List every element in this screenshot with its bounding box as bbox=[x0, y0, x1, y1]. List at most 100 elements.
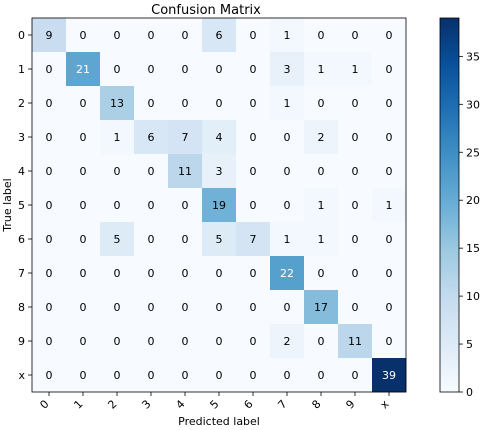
heatmap-cell-0-0 bbox=[32, 18, 67, 53]
heatmap-cell-8-3 bbox=[134, 290, 169, 325]
cell-value-3-7: 0 bbox=[284, 131, 291, 144]
heatmap-cell-7-6 bbox=[236, 256, 271, 291]
cell-value-0-9: 0 bbox=[352, 29, 359, 42]
colorbar-tick-label: 10 bbox=[466, 290, 480, 303]
cell-value-10-8: 0 bbox=[318, 369, 325, 382]
heatmap-cell-0-7 bbox=[270, 18, 305, 53]
heatmap-cell-10-6 bbox=[236, 358, 271, 393]
cell-value-7-0: 0 bbox=[46, 267, 53, 280]
cell-value-10-3: 0 bbox=[148, 369, 155, 382]
heatmap-cell-0-9 bbox=[338, 18, 373, 53]
cell-value-9-5: 0 bbox=[216, 335, 223, 348]
cell-value-9-2: 0 bbox=[114, 335, 121, 348]
cell-value-7-3: 0 bbox=[148, 267, 155, 280]
x-tick-label: 0 bbox=[37, 397, 51, 411]
heatmap-cell-3-0 bbox=[32, 120, 67, 155]
cell-value-10-7: 0 bbox=[284, 369, 291, 382]
colorbar bbox=[439, 17, 460, 393]
heatmap-cell-9-8 bbox=[304, 324, 339, 359]
cell-value-8-6: 0 bbox=[250, 301, 257, 314]
cell-value-9-4: 0 bbox=[182, 335, 189, 348]
cell-value-7-10: 0 bbox=[386, 267, 393, 280]
heatmap-cell-7-9 bbox=[338, 256, 373, 291]
heatmap-cell-9-9 bbox=[338, 324, 373, 359]
heatmap-cell-7-0 bbox=[32, 256, 67, 291]
cell-value-8-5: 0 bbox=[216, 301, 223, 314]
heatmap-cell-4-2 bbox=[100, 154, 135, 189]
cell-value-9-9: 11 bbox=[348, 335, 362, 348]
heatmap-cell-5-4 bbox=[168, 188, 203, 223]
heatmap-cell-5-10 bbox=[372, 188, 407, 223]
cell-value-0-7: 1 bbox=[284, 29, 291, 42]
cell-value-0-0: 9 bbox=[46, 29, 53, 42]
heatmap-cell-5-0 bbox=[32, 188, 67, 223]
heatmap-cell-9-2 bbox=[100, 324, 135, 359]
cell-value-2-0: 0 bbox=[46, 97, 53, 110]
cell-value-5-0: 0 bbox=[46, 199, 53, 212]
x-tick-label: 4 bbox=[173, 397, 187, 411]
x-tick-label: x bbox=[378, 397, 392, 411]
heatmap-cell-1-3 bbox=[134, 52, 169, 87]
cell-value-4-10: 0 bbox=[386, 165, 393, 178]
x-axis-ticks: 0 1 2 3 4 5 6 7 8 9 x bbox=[37, 392, 392, 412]
heatmap-cell-2-0 bbox=[32, 86, 67, 121]
cell-value-5-8: 1 bbox=[318, 199, 325, 212]
x-tick-label: 8 bbox=[309, 397, 323, 411]
cell-value-6-5: 5 bbox=[216, 233, 223, 246]
cell-value-0-3: 0 bbox=[148, 29, 155, 42]
y-tick-label: 6 bbox=[18, 233, 25, 246]
heatmap-cell-3-8 bbox=[304, 120, 339, 155]
heatmap-cell-6-5 bbox=[202, 222, 237, 257]
cell-value-5-3: 0 bbox=[148, 199, 155, 212]
cell-value-0-10: 0 bbox=[386, 29, 393, 42]
cell-value-5-9: 0 bbox=[352, 199, 359, 212]
cell-value-6-4: 0 bbox=[182, 233, 189, 246]
cell-value-7-1: 0 bbox=[80, 267, 87, 280]
x-tick-label: 7 bbox=[275, 397, 289, 411]
heatmap-cell-8-8 bbox=[304, 290, 339, 325]
cell-value-4-8: 0 bbox=[318, 165, 325, 178]
cell-value-1-0: 0 bbox=[46, 63, 53, 76]
heatmap-cell-3-2 bbox=[100, 120, 135, 155]
chart-title: Confusion Matrix bbox=[151, 3, 261, 18]
cell-value-3-4: 7 bbox=[182, 131, 189, 144]
heatmap-cell-4-1 bbox=[66, 154, 101, 189]
heatmap-cell-1-1 bbox=[66, 52, 101, 87]
y-tick-label: 2 bbox=[18, 97, 25, 110]
heatmap-cell-6-6 bbox=[236, 222, 271, 257]
cell-value-6-7: 1 bbox=[284, 233, 291, 246]
heatmap-cell-1-9 bbox=[338, 52, 373, 87]
heatmap-cell-4-0 bbox=[32, 154, 67, 189]
heatmap-cell-8-1 bbox=[66, 290, 101, 325]
cell-value-1-7: 3 bbox=[284, 63, 291, 76]
y-axis-label: True label bbox=[1, 178, 14, 232]
cell-value-9-8: 0 bbox=[318, 335, 325, 348]
heatmap-cell-5-2 bbox=[100, 188, 135, 223]
heatmap-cell-2-7 bbox=[270, 86, 305, 121]
y-tick-label: 7 bbox=[18, 267, 25, 280]
heatmap-cell-9-5 bbox=[202, 324, 237, 359]
cell-value-3-6: 0 bbox=[250, 131, 257, 144]
y-tick-label: 4 bbox=[18, 165, 25, 178]
cell-value-8-7: 0 bbox=[284, 301, 291, 314]
heatmap-cell-0-6 bbox=[236, 18, 271, 53]
heatmap-cell-1-5 bbox=[202, 52, 237, 87]
heatmap-cell-8-10 bbox=[372, 290, 407, 325]
heatmap-cell-3-10 bbox=[372, 120, 407, 155]
cell-value-6-0: 0 bbox=[46, 233, 53, 246]
heatmap-cell-2-3 bbox=[134, 86, 169, 121]
heatmap-cell-0-4 bbox=[168, 18, 203, 53]
cell-value-1-10: 0 bbox=[386, 63, 393, 76]
heatmap-cell-2-9 bbox=[338, 86, 373, 121]
cell-value-4-7: 0 bbox=[284, 165, 291, 178]
cell-value-2-4: 0 bbox=[182, 97, 189, 110]
heatmap-cell-0-8 bbox=[304, 18, 339, 53]
cell-value-3-8: 2 bbox=[318, 131, 325, 144]
heatmap-cell-5-1 bbox=[66, 188, 101, 223]
cell-value-1-3: 0 bbox=[148, 63, 155, 76]
cell-value-3-5: 4 bbox=[216, 131, 223, 144]
heatmap-cell-2-6 bbox=[236, 86, 271, 121]
colorbar-tick-label: 5 bbox=[466, 338, 473, 351]
heatmap-cell-6-2 bbox=[100, 222, 135, 257]
cell-value-6-10: 0 bbox=[386, 233, 393, 246]
